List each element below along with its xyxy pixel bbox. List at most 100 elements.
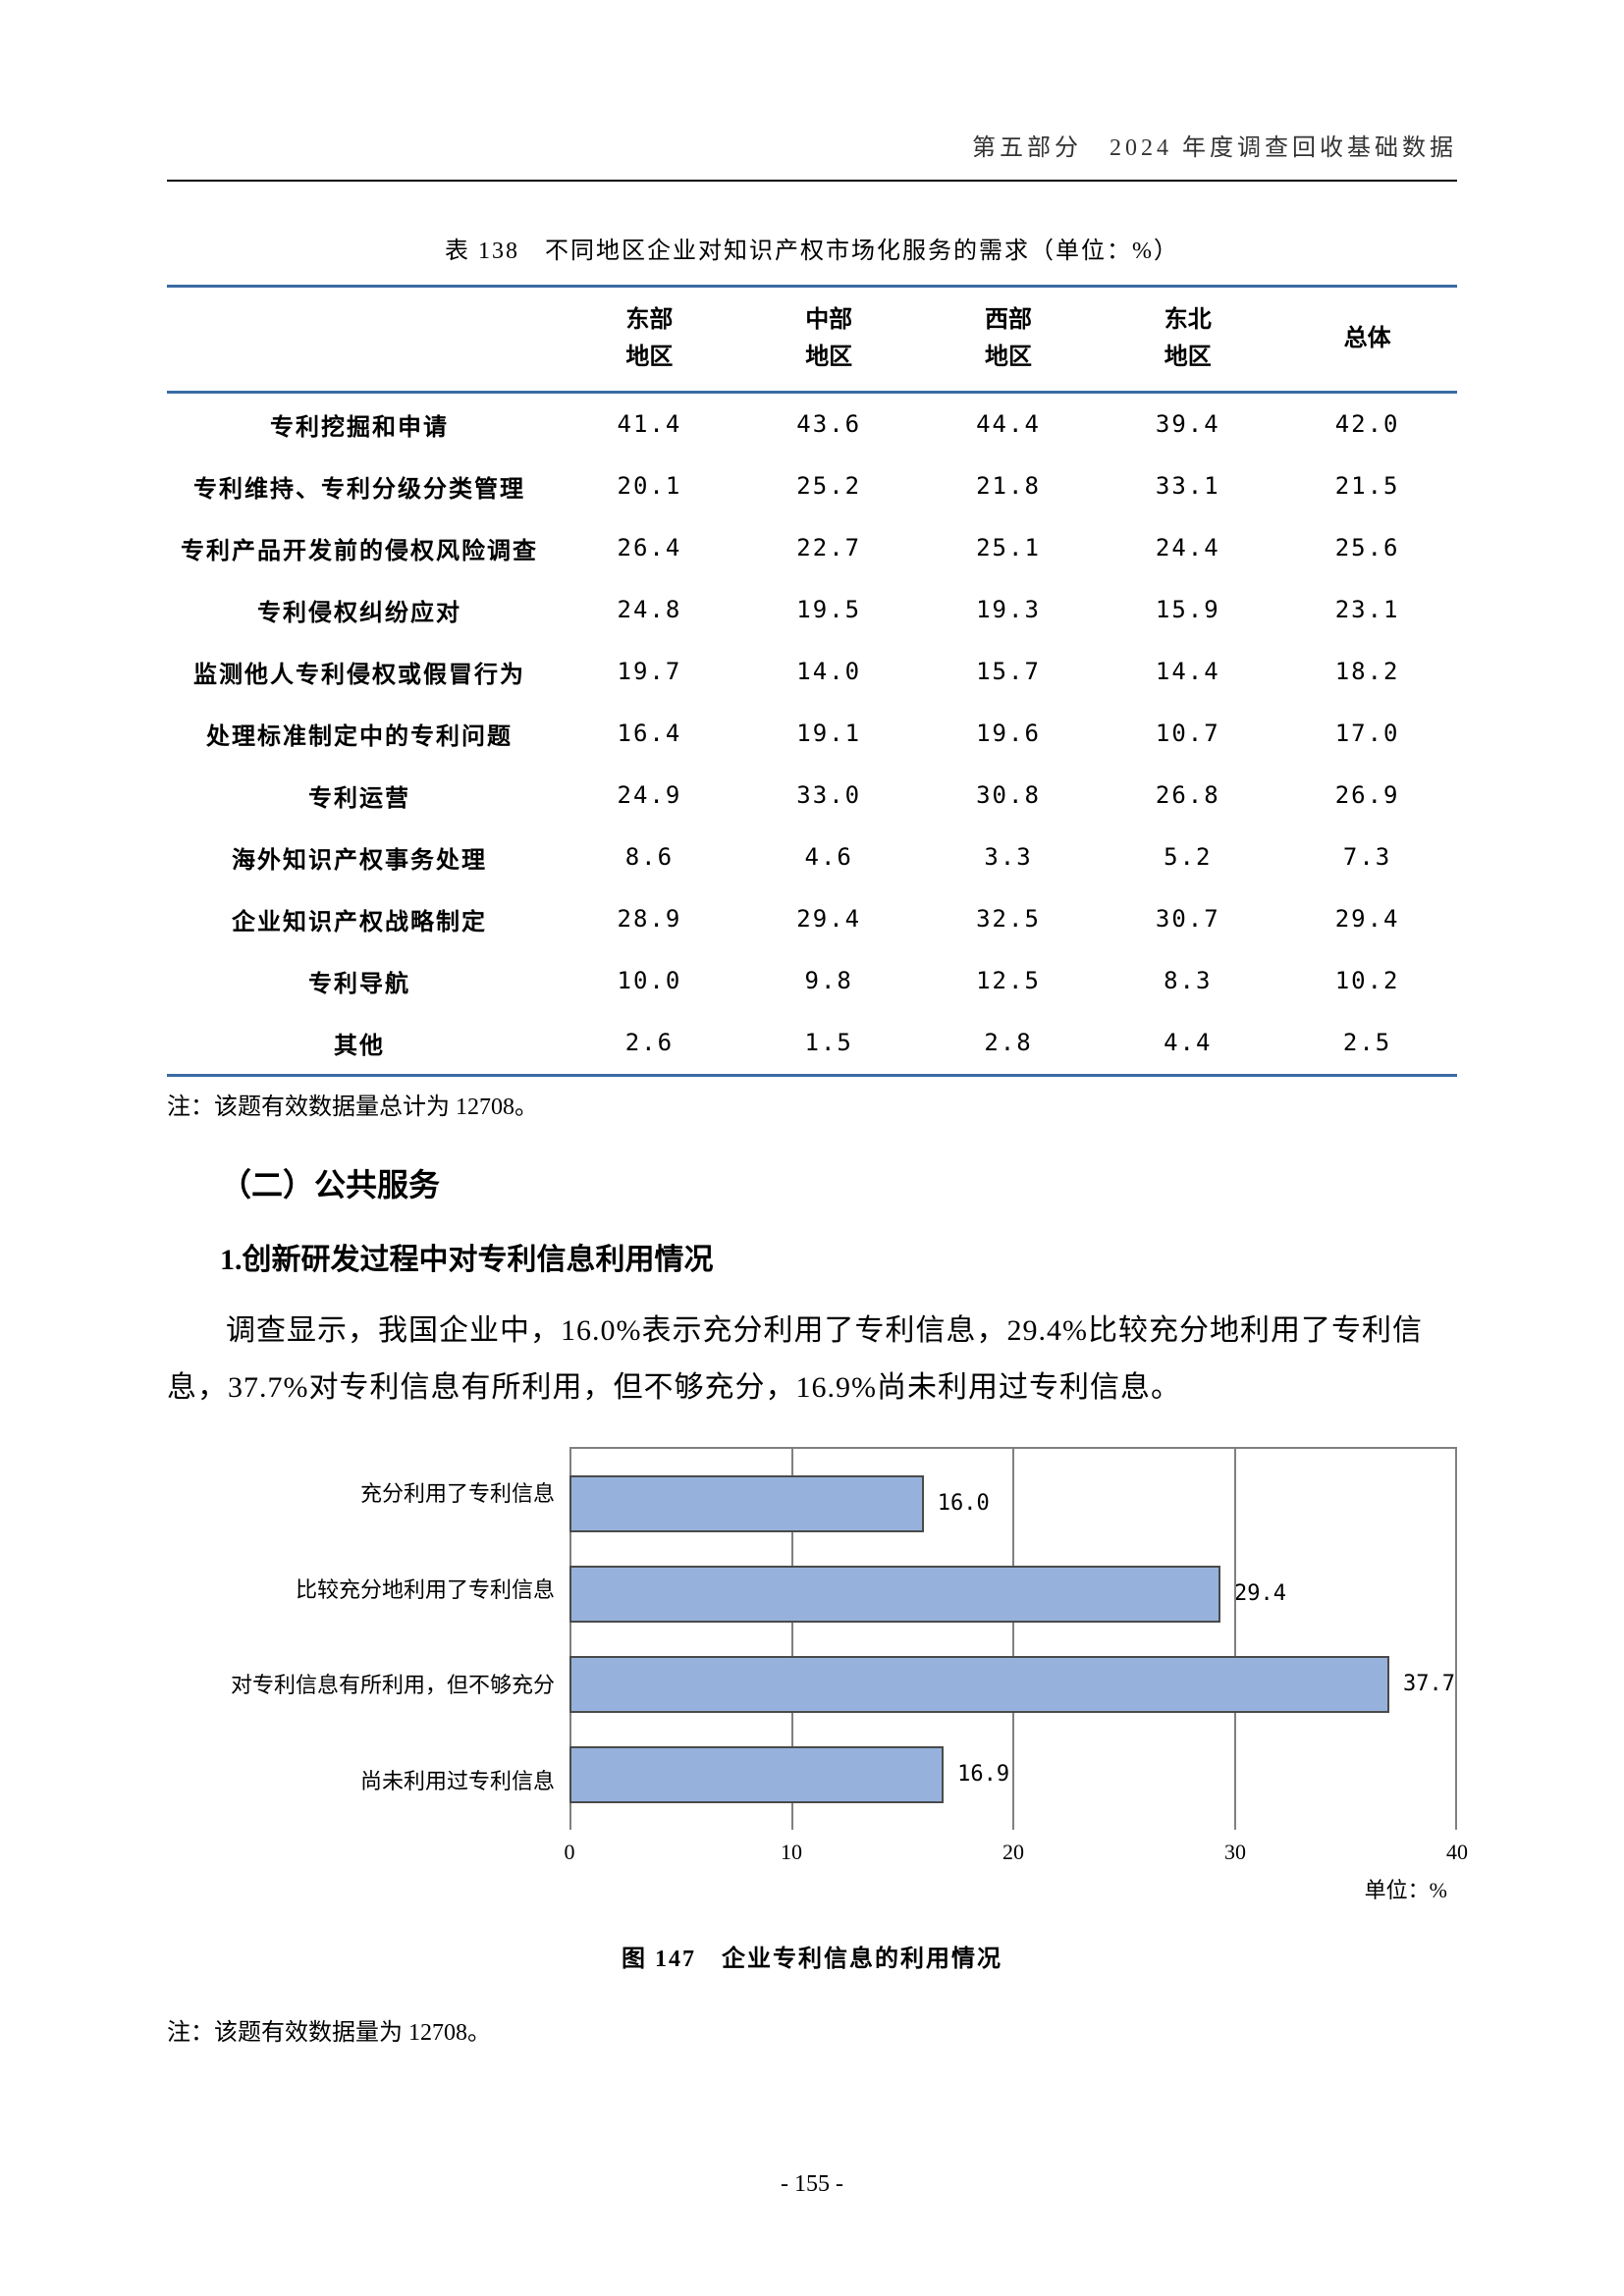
table-cell: 4.4 (1098, 1012, 1277, 1076)
table-cell: 1.5 (739, 1012, 919, 1076)
table-row: 其他2.61.52.84.42.5 (167, 1012, 1457, 1076)
chart-y-labels: 充分利用了专利信息比较充分地利用了专利信息对专利信息有所利用，但不够充分尚未利用… (167, 1447, 569, 1830)
sub-heading: 1.创新研发过程中对专利信息利用情况 (220, 1235, 1457, 1278)
table-row: 海外知识产权事务处理8.64.63.35.27.3 (167, 827, 1457, 888)
table-cell: 17.0 (1277, 703, 1457, 765)
row-label: 专利运营 (167, 765, 560, 827)
table-cell: 28.9 (560, 888, 739, 950)
page-header: 第五部分 2024 年度调查回收基础数据 (167, 128, 1457, 182)
row-label: 专利导航 (167, 950, 560, 1012)
chart-note: 注：该题有效数据量为 12708。 (167, 2012, 1457, 2047)
table-cell: 18.2 (1277, 641, 1457, 703)
table-cell: 15.7 (919, 641, 1099, 703)
col-west: 西部地区 (919, 287, 1099, 393)
table-row: 处理标准制定中的专利问题16.419.119.610.717.0 (167, 703, 1457, 765)
col-central: 中部地区 (739, 287, 919, 393)
x-tick-label: 20 (1002, 1840, 1024, 1865)
table-cell: 30.7 (1098, 888, 1277, 950)
table-cell: 16.4 (560, 703, 739, 765)
table-cell: 24.9 (560, 765, 739, 827)
table-cell: 19.3 (919, 579, 1099, 641)
table-cell: 2.6 (560, 1012, 739, 1076)
table-cell: 42.0 (1277, 392, 1457, 455)
row-label: 专利侵权纠纷应对 (167, 579, 560, 641)
body-paragraph: 调查显示，我国企业中，16.0%表示充分利用了专利信息，29.4%比较充分地利用… (167, 1303, 1457, 1417)
table-cell: 39.4 (1098, 392, 1277, 455)
table-cell: 21.8 (919, 455, 1099, 517)
table-cell: 44.4 (919, 392, 1099, 455)
table-cell: 23.1 (1277, 579, 1457, 641)
bar-row: 16.9 (569, 1746, 1455, 1803)
row-label: 海外知识产权事务处理 (167, 827, 560, 888)
row-label: 专利挖掘和申请 (167, 392, 560, 455)
table-cell: 8.6 (560, 827, 739, 888)
table-cell: 33.0 (739, 765, 919, 827)
table-cell: 4.6 (739, 827, 919, 888)
bar-row: 37.7 (569, 1656, 1455, 1713)
table-cell: 22.7 (739, 517, 919, 579)
table-cell: 41.4 (560, 392, 739, 455)
section-heading: （二）公共服务 (220, 1160, 1457, 1205)
row-label: 专利维持、专利分级分类管理 (167, 455, 560, 517)
table-cell: 12.5 (919, 950, 1099, 1012)
table-cell: 2.8 (919, 1012, 1099, 1076)
table-cell: 19.5 (739, 579, 919, 641)
table-cell: 10.7 (1098, 703, 1277, 765)
table-cell: 19.7 (560, 641, 739, 703)
bar-row: 29.4 (569, 1566, 1455, 1623)
table-cell: 25.1 (919, 517, 1099, 579)
table-cell: 20.1 (560, 455, 739, 517)
table-row: 企业知识产权战略制定28.929.432.530.729.4 (167, 888, 1457, 950)
table-cell: 19.1 (739, 703, 919, 765)
bar (569, 1475, 924, 1532)
table-row: 专利运营24.933.030.826.826.9 (167, 765, 1457, 827)
table-cell: 43.6 (739, 392, 919, 455)
table-note: 注：该题有效数据量总计为 12708。 (167, 1087, 1457, 1121)
table-row: 专利维持、专利分级分类管理20.125.221.833.121.5 (167, 455, 1457, 517)
chart-title: 图 147 企业专利信息的利用情况 (167, 1939, 1457, 1973)
table-cell: 5.2 (1098, 827, 1277, 888)
chart-category-label: 比较充分地利用了专利信息 (167, 1576, 555, 1605)
table-row: 专利导航10.09.812.58.310.2 (167, 950, 1457, 1012)
bar (569, 1656, 1389, 1713)
table-cell: 33.1 (1098, 455, 1277, 517)
chart-category-label: 充分利用了专利信息 (167, 1480, 555, 1509)
bar-row: 16.0 (569, 1475, 1455, 1532)
chart-x-axis: 010203040 (569, 1830, 1457, 1836)
x-tick-label: 0 (565, 1840, 575, 1865)
table-cell: 10.2 (1277, 950, 1457, 1012)
table-cell: 10.0 (560, 950, 739, 1012)
row-label: 企业知识产权战略制定 (167, 888, 560, 950)
bar-value-label: 37.7 (1403, 1672, 1455, 1696)
table-cell: 32.5 (919, 888, 1099, 950)
table-cell: 8.3 (1098, 950, 1277, 1012)
chart-category-label: 对专利信息有所利用，但不够充分 (167, 1672, 555, 1700)
table-cell: 26.9 (1277, 765, 1457, 827)
bar-value-label: 16.9 (957, 1762, 1009, 1787)
table-cell: 2.5 (1277, 1012, 1457, 1076)
table-row: 监测他人专利侵权或假冒行为19.714.015.714.418.2 (167, 641, 1457, 703)
table-cell: 15.9 (1098, 579, 1277, 641)
table-cell: 24.8 (560, 579, 739, 641)
table-header-row: 东部地区 中部地区 西部地区 东北地区 总体 (167, 287, 1457, 393)
table-title: 表 138 不同地区企业对知识产权市场化服务的需求（单位：%） (167, 231, 1457, 265)
table-cell: 29.4 (739, 888, 919, 950)
x-tick-label: 30 (1224, 1840, 1246, 1865)
table-cell: 9.8 (739, 950, 919, 1012)
table-cell: 24.4 (1098, 517, 1277, 579)
table-row: 专利挖掘和申请41.443.644.439.442.0 (167, 392, 1457, 455)
col-northeast: 东北地区 (1098, 287, 1277, 393)
x-tick-label: 10 (781, 1840, 802, 1865)
bar-value-label: 29.4 (1234, 1581, 1286, 1606)
col-east: 东部地区 (560, 287, 739, 393)
bar (569, 1566, 1220, 1623)
table-cell: 25.6 (1277, 517, 1457, 579)
x-tick-label: 40 (1446, 1840, 1468, 1865)
chart-plot-area: 16.0 29.4 37.7 16.9 (569, 1447, 1457, 1830)
table-cell: 26.4 (560, 517, 739, 579)
data-table-138: 东部地区 中部地区 西部地区 东北地区 总体 专利挖掘和申请41.443.644… (167, 285, 1457, 1077)
bar (569, 1746, 944, 1803)
table-cell: 7.3 (1277, 827, 1457, 888)
row-label: 其他 (167, 1012, 560, 1076)
table-cell: 14.0 (739, 641, 919, 703)
